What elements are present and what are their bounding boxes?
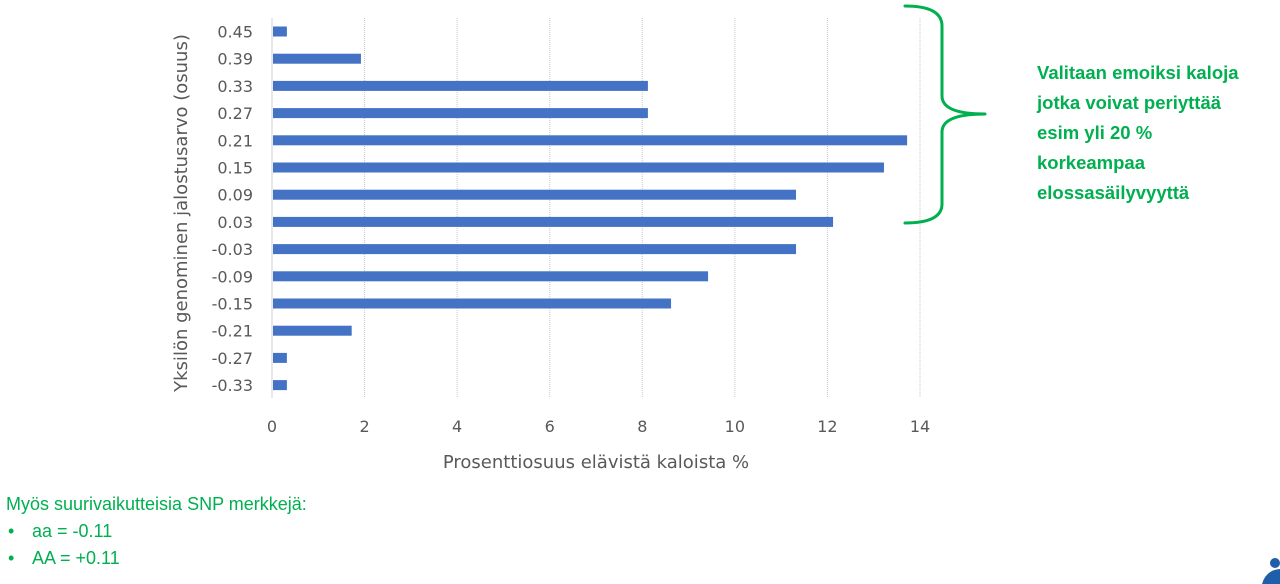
notes-heading: Myös suurivaikutteisia SNP merkkejä: <box>6 494 307 514</box>
bullet: • <box>8 521 15 541</box>
y-tick-label: 0.03 <box>217 213 253 232</box>
bar <box>273 162 884 173</box>
y-tick-label: -0.21 <box>212 322 253 341</box>
bar <box>273 298 672 309</box>
annotation-line: korkeampaa <box>1037 152 1145 173</box>
gridlines <box>271 18 921 398</box>
y-tick-label: -0.09 <box>212 267 253 286</box>
bar <box>273 108 648 119</box>
bar <box>273 352 287 363</box>
selection-brace <box>903 4 987 225</box>
x-tick-labels: 0 2 4 6 8 10 12 14 <box>267 417 930 436</box>
y-tick-label: 0.09 <box>217 186 253 205</box>
organization-logo-icon <box>1258 556 1280 584</box>
bar <box>273 80 648 91</box>
bar <box>273 244 797 255</box>
bar <box>273 135 908 146</box>
bar <box>273 380 287 391</box>
y-tick-label: 0.15 <box>217 159 253 178</box>
x-tick-label: 2 <box>359 417 369 436</box>
bar <box>273 216 834 227</box>
snp-notes: Myös suurivaikutteisia SNP merkkejä: • aa… <box>6 490 307 572</box>
list-item: • aa = -0.11 <box>6 518 307 545</box>
annotation-line: Valitaan emoiksi kaloja <box>1037 62 1239 83</box>
list-item-text: aa = -0.11 <box>32 521 113 541</box>
bars <box>273 26 908 391</box>
x-tick-label: 4 <box>452 417 462 436</box>
y-tick-label: 0.45 <box>217 23 253 42</box>
x-tick-label: 8 <box>637 417 647 436</box>
bar <box>273 53 361 64</box>
y-tick-label: 0.27 <box>217 104 253 123</box>
x-tick-label: 10 <box>725 417 745 436</box>
annotation-line: elossasäilyvyyttä <box>1037 182 1190 203</box>
y-tick-label: -0.15 <box>212 295 253 314</box>
x-axis-title: Prosenttiosuus elävistä kaloista % <box>443 452 749 473</box>
y-tick-label: 0.33 <box>217 77 253 96</box>
bar <box>273 189 797 200</box>
y-tick-label: 0.21 <box>217 131 253 150</box>
x-tick-label: 14 <box>910 417 930 436</box>
y-tick-label: -0.03 <box>212 240 253 259</box>
y-tick-label: 0.39 <box>217 50 253 69</box>
y-tick-labels: 0.45 0.39 0.33 0.27 0.21 0.15 0.09 0.03 -0.03 -0.… <box>212 23 253 396</box>
x-tick-label: 12 <box>817 417 837 436</box>
annotation-line: esim yli 20 % <box>1037 122 1153 143</box>
x-tick-label: 0 <box>267 417 277 436</box>
selection-annotation: Valitaan emoiksi kaloja jotka voivat per… <box>1037 58 1280 208</box>
list-item-text: AA = +0.11 <box>32 548 120 568</box>
notes-list: • aa = -0.11 • AA = +0.11 <box>6 518 307 572</box>
bar <box>273 325 352 336</box>
annotation-line: jotka voivat periyttää <box>1037 92 1222 113</box>
bar <box>273 271 709 282</box>
list-item: • AA = +0.11 <box>6 545 307 572</box>
y-axis-title: Yksilön genominen jalostusarvo (osuus) <box>171 34 192 393</box>
y-tick-label: -0.33 <box>212 376 253 395</box>
y-tick-label: -0.27 <box>212 349 253 368</box>
bar <box>273 26 287 37</box>
x-tick-label: 6 <box>545 417 555 436</box>
bullet: • <box>8 548 15 568</box>
